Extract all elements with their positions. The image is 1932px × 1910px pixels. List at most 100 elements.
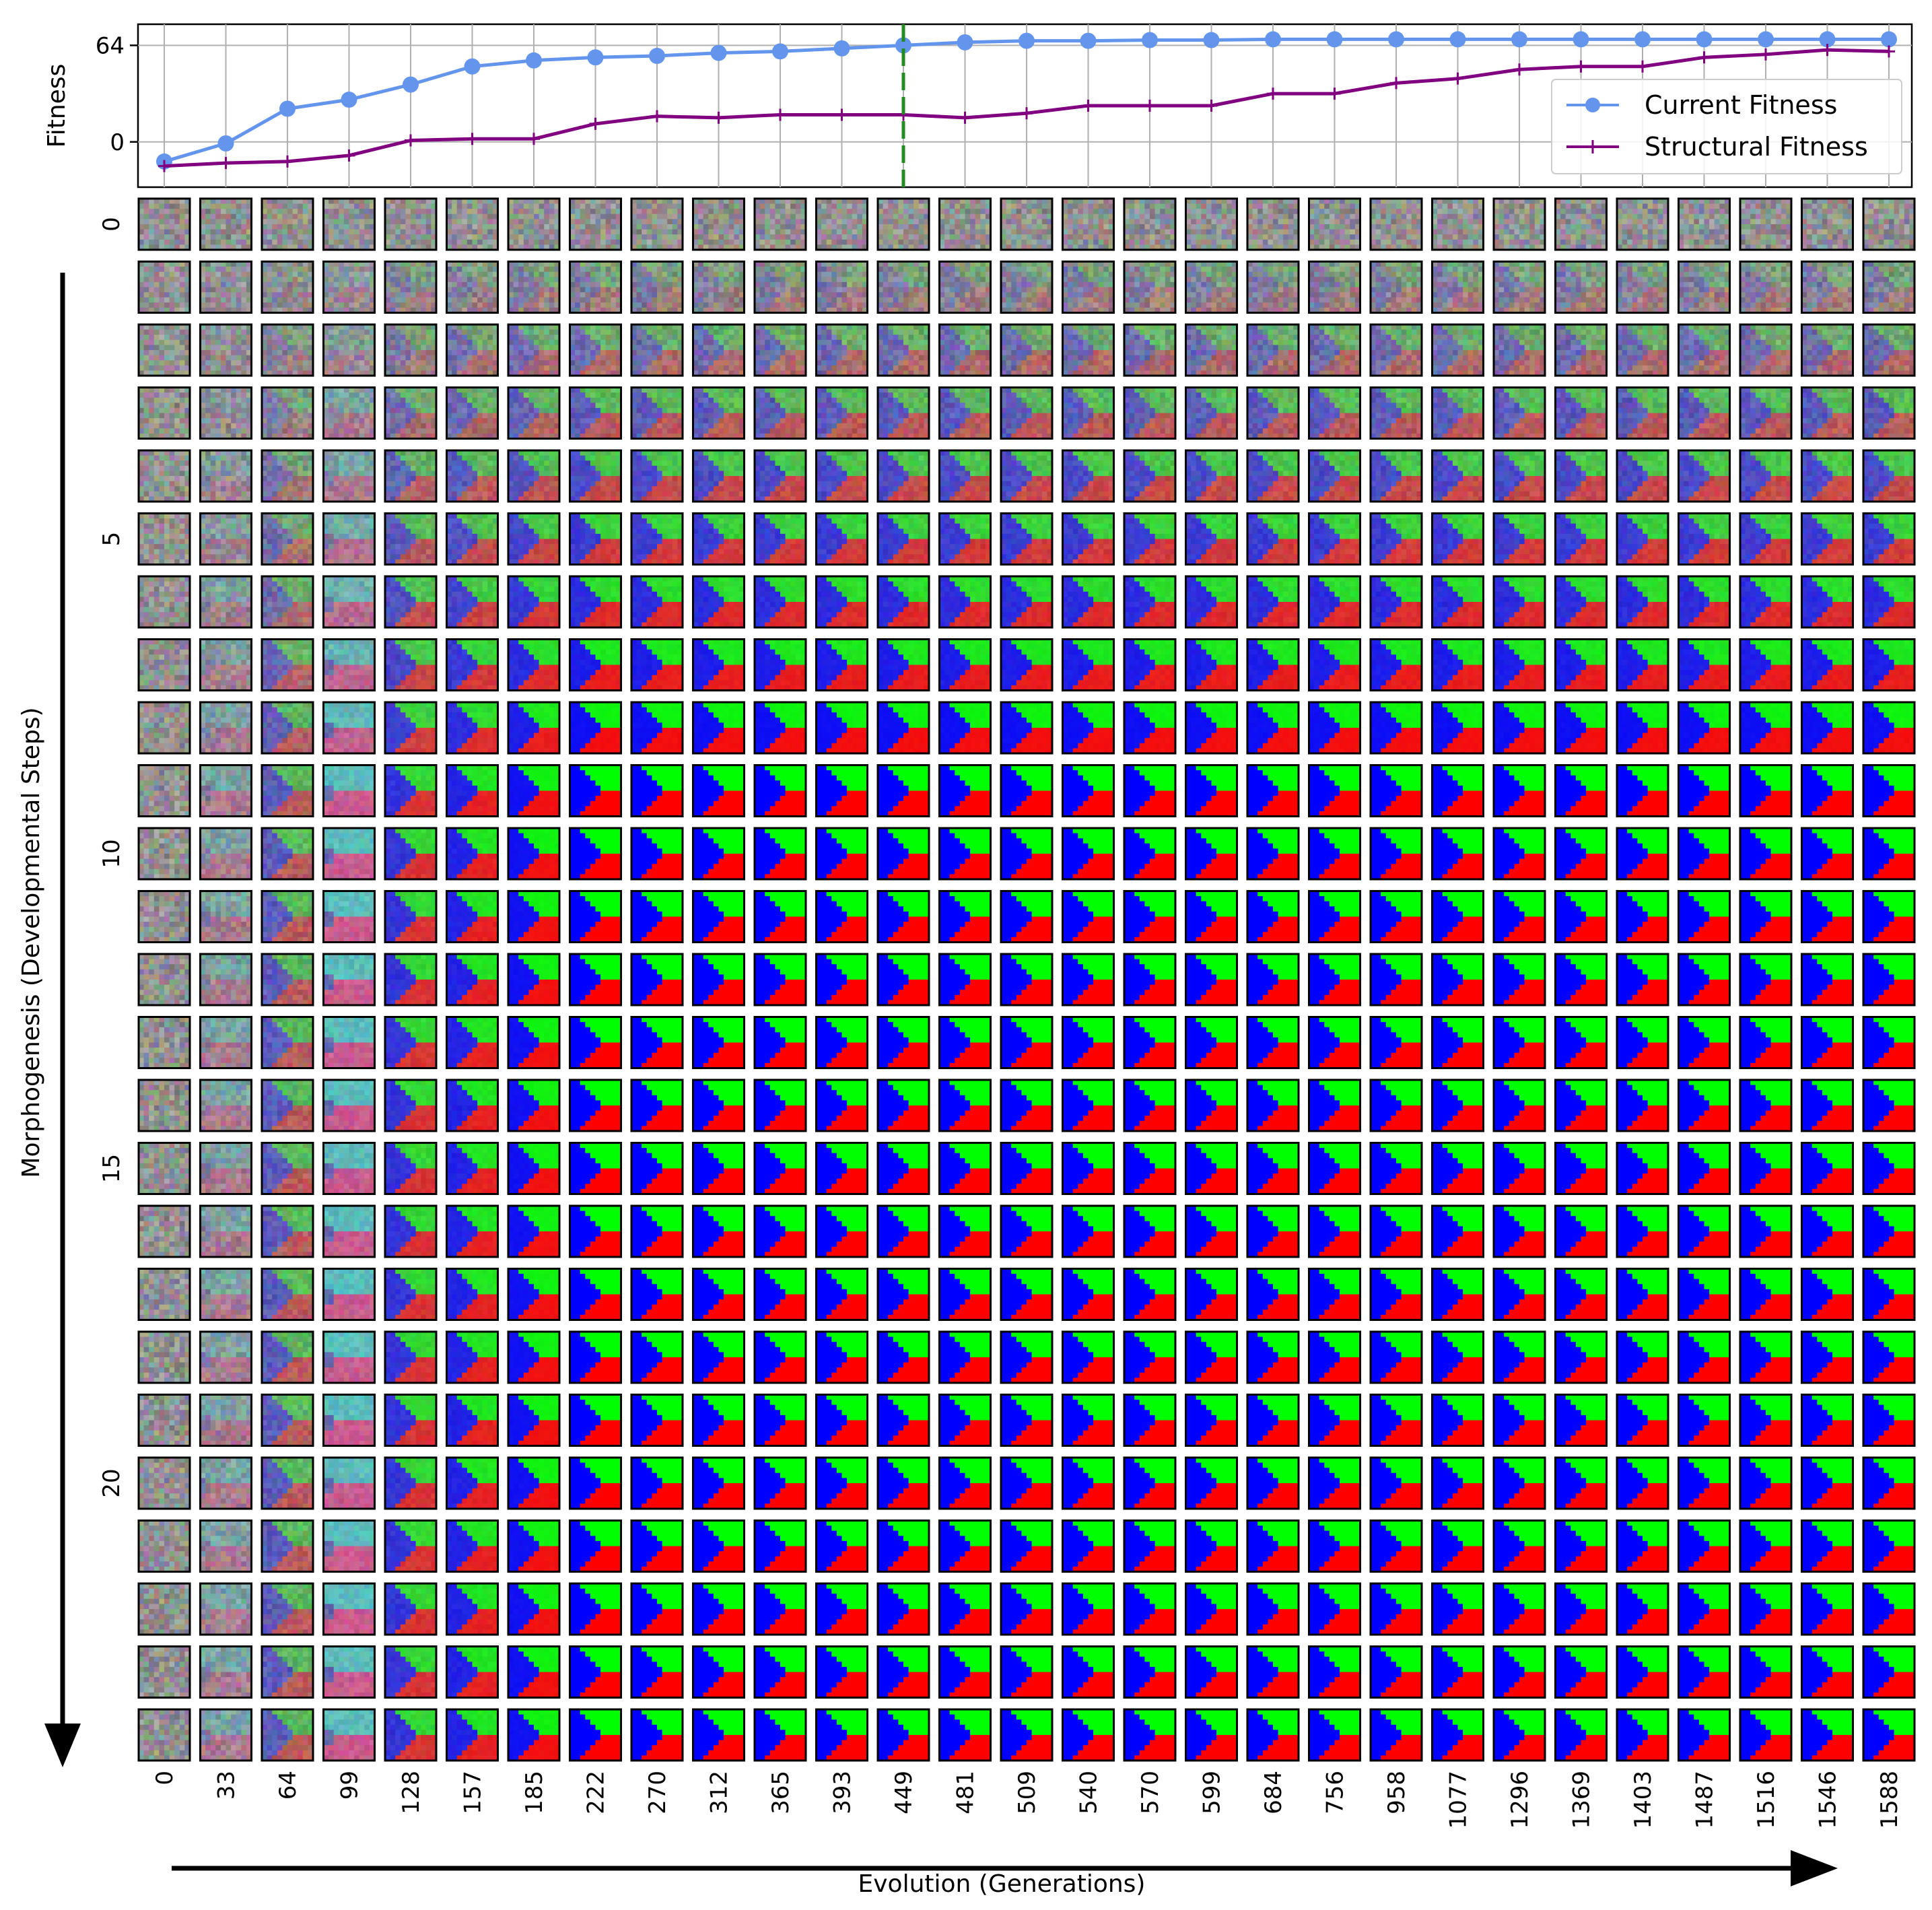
cell-pixel — [159, 461, 164, 466]
cell-pixel — [154, 708, 160, 713]
cell-pixel — [159, 302, 164, 308]
cell-pixel — [154, 660, 160, 665]
cell-pixel — [149, 549, 154, 555]
cell-pixel — [154, 665, 160, 671]
cell-pixel — [180, 350, 185, 355]
cell-pixel — [149, 596, 154, 602]
cell-pixel — [159, 423, 164, 429]
cell-pixel — [154, 617, 160, 623]
cell-pixel — [144, 366, 149, 371]
cell-pixel — [170, 214, 175, 219]
cell-pixel — [149, 330, 154, 335]
cell-pixel — [174, 665, 180, 671]
cell-pixel — [174, 287, 180, 293]
cell-pixel — [164, 617, 170, 623]
cell-pixel — [180, 528, 185, 534]
cell-pixel — [144, 776, 149, 781]
cell-pixel — [164, 518, 170, 524]
cell-pixel — [144, 733, 149, 739]
current-fitness-point — [1019, 33, 1035, 49]
cell-pixel — [154, 549, 160, 555]
cell-pixel — [170, 791, 175, 796]
cell-pixel — [144, 355, 149, 361]
cell-pixel — [174, 796, 180, 801]
cell-pixel — [159, 413, 164, 419]
cell-pixel — [174, 770, 180, 776]
cell-pixel — [149, 403, 154, 408]
cell-pixel — [174, 224, 180, 230]
cell-pixel — [180, 298, 185, 303]
cell-pixel — [180, 806, 185, 811]
cell-pixel — [180, 219, 185, 224]
cell-pixel — [180, 476, 185, 481]
cell-pixel — [164, 355, 170, 361]
cell-pixel — [170, 292, 175, 298]
cell-pixel — [164, 670, 170, 675]
grid-cell — [139, 262, 191, 314]
cell-pixel — [154, 780, 160, 786]
cell-pixel — [170, 224, 175, 230]
cell-pixel — [144, 644, 149, 650]
cell-pixel — [180, 733, 185, 739]
cell-pixel — [174, 722, 180, 728]
cell-pixel — [170, 267, 175, 272]
cell-pixel — [149, 644, 154, 650]
cell-pixel — [144, 272, 149, 277]
cell-pixel — [170, 586, 175, 592]
cell-pixel — [164, 854, 170, 859]
current-fitness-point — [1573, 31, 1589, 47]
cell-pixel — [154, 456, 160, 461]
cell-pixel — [180, 708, 185, 713]
cell-pixel — [154, 675, 160, 681]
cell-pixel — [170, 786, 175, 791]
cell-pixel — [180, 345, 185, 350]
cell-pixel — [154, 267, 160, 272]
cell-pixel — [170, 486, 175, 491]
cell-pixel — [144, 796, 149, 801]
cell-pixel — [180, 718, 185, 723]
cell-pixel — [174, 428, 180, 434]
cell-pixel — [149, 848, 154, 854]
cell-pixel — [170, 592, 175, 597]
cell-pixel — [144, 486, 149, 491]
cell-pixel — [154, 471, 160, 476]
cell-pixel — [154, 786, 160, 791]
cell-pixel — [149, 670, 154, 675]
cell-pixel — [164, 272, 170, 277]
cell-pixel — [170, 712, 175, 718]
cell-pixel — [164, 292, 170, 298]
cell-pixel — [144, 330, 149, 335]
current-fitness-point — [1388, 31, 1404, 47]
cell-pixel — [144, 491, 149, 497]
cell-pixel — [174, 549, 180, 555]
cell-pixel — [170, 722, 175, 728]
cell-pixel — [174, 292, 180, 298]
cell-pixel — [149, 481, 154, 487]
cell-pixel — [144, 234, 149, 240]
cell-pixel — [149, 733, 154, 739]
cell-pixel — [180, 471, 185, 476]
legend: Current Fitness Structural Fitness — [1552, 79, 1902, 174]
cell-pixel — [174, 582, 180, 587]
cell-pixel — [144, 680, 149, 685]
cell-pixel — [174, 806, 180, 811]
cell-pixel — [174, 272, 180, 277]
cell-pixel — [154, 366, 160, 371]
cell-pixel — [180, 617, 185, 623]
cell-pixel — [170, 277, 175, 282]
cell-pixel — [149, 345, 154, 350]
cell-pixel — [170, 234, 175, 240]
cell-pixel — [170, 738, 175, 743]
cell-pixel — [149, 786, 154, 791]
cell-pixel — [144, 708, 149, 713]
cell-pixel — [144, 219, 149, 224]
cell-pixel — [149, 806, 154, 811]
cell-pixel — [144, 670, 149, 675]
cell-pixel — [180, 393, 185, 398]
grid-cell — [139, 702, 191, 754]
cell-pixel — [149, 423, 154, 429]
cell-pixel — [149, 282, 154, 287]
cell-pixel — [170, 272, 175, 277]
cell-pixel — [180, 786, 185, 791]
cell-pixel — [174, 360, 180, 366]
